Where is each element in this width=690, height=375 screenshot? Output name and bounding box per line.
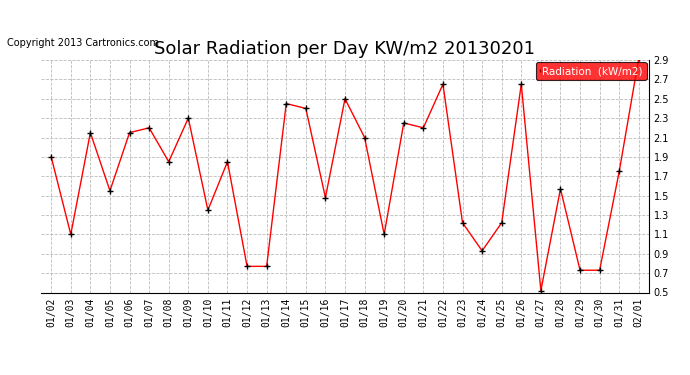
Title: Solar Radiation per Day KW/m2 20130201: Solar Radiation per Day KW/m2 20130201 xyxy=(155,40,535,58)
Legend: Radiation  (kW/m2): Radiation (kW/m2) xyxy=(535,62,647,80)
Text: Copyright 2013 Cartronics.com: Copyright 2013 Cartronics.com xyxy=(7,38,159,48)
